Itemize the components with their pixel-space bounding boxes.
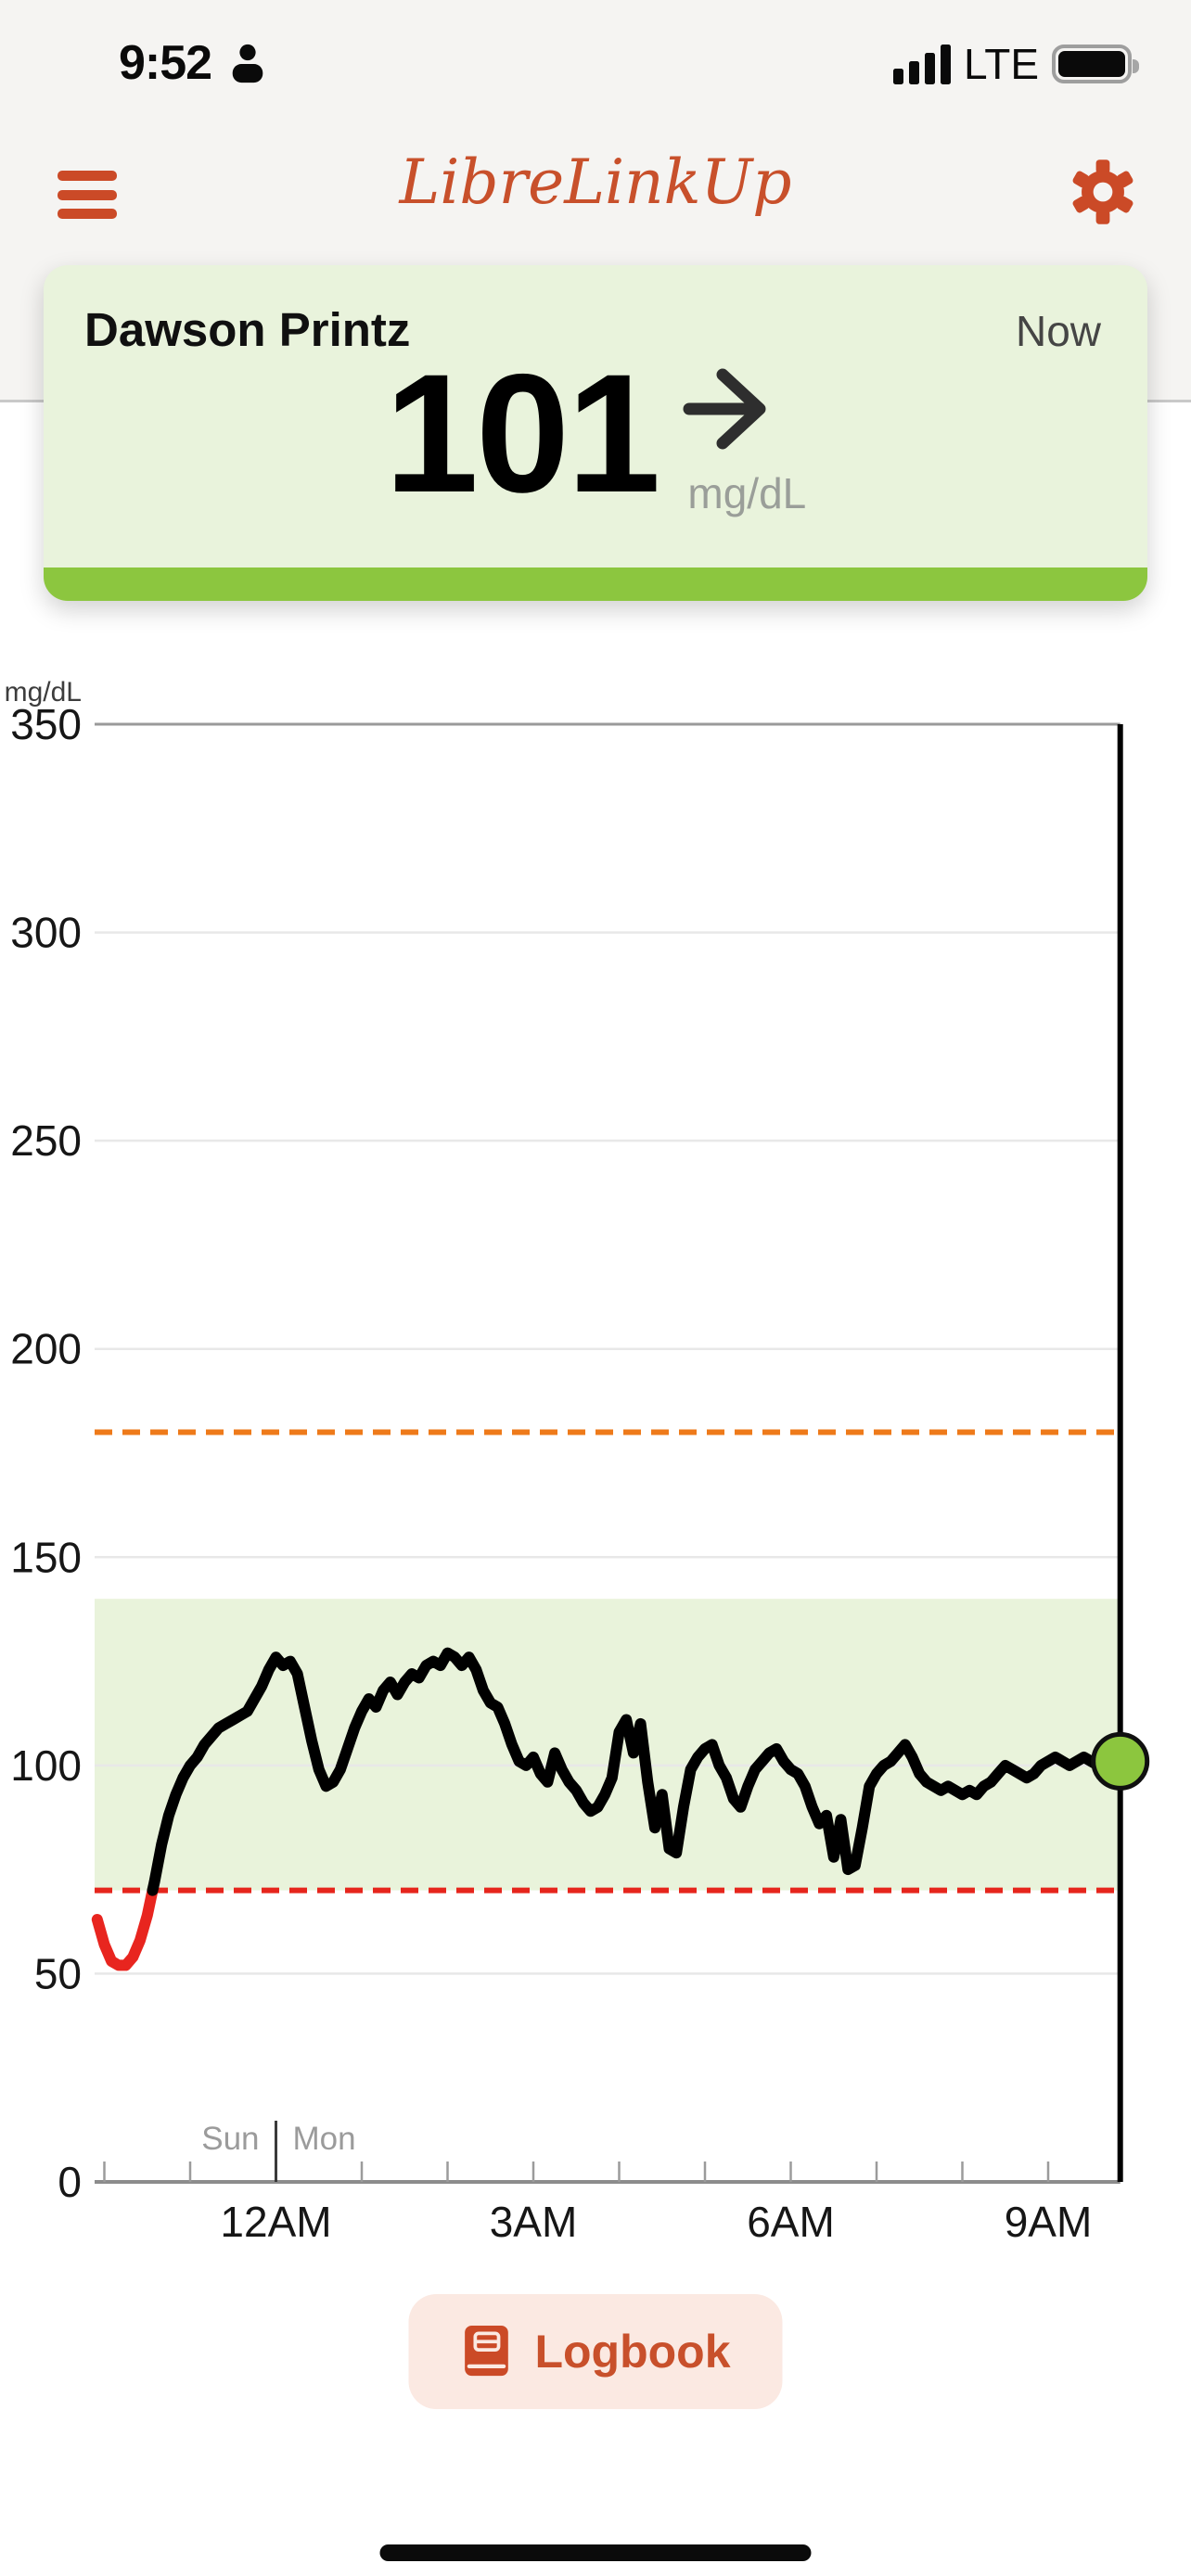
y-tick-label: 350 — [10, 700, 82, 748]
glucose-unit: mg/dL — [687, 469, 807, 517]
app-title: LibreLinkUp — [399, 147, 792, 218]
day-label-left: Sun — [201, 2121, 259, 2157]
x-tick-label: 6AM — [747, 2198, 835, 2246]
target-range-band — [95, 1599, 1121, 1891]
y-tick-label: 0 — [58, 2158, 82, 2206]
glucose-reading: 101 mg/dL — [44, 338, 1147, 528]
current-reading-marker — [1091, 1731, 1150, 1791]
status-bar: 9:52 LTE — [0, 35, 1191, 100]
day-label-right: Mon — [293, 2121, 356, 2157]
hamburger-icon — [58, 171, 117, 181]
book-icon — [465, 2326, 508, 2377]
glucose-value: 101 — [384, 338, 661, 528]
y-tick-label: 150 — [10, 1533, 82, 1581]
y-tick-label: 300 — [10, 909, 82, 957]
logbook-button[interactable]: Logbook — [408, 2294, 783, 2409]
x-tick-label: 12AM — [220, 2198, 331, 2246]
y-tick-label: 100 — [10, 1741, 82, 1790]
glucose-curve — [147, 1647, 1126, 1896]
app-header: LibreLinkUp — [0, 139, 1191, 260]
network-label: LTE — [964, 40, 1039, 88]
status-time: 9:52 — [119, 36, 212, 90]
y-axis-unit-label: mg/dL — [5, 677, 82, 708]
reading-time-label: Now — [1015, 307, 1101, 355]
y-tick-label: 50 — [34, 1949, 82, 1997]
y-tick-label: 250 — [10, 1116, 82, 1165]
menu-button[interactable] — [58, 171, 117, 219]
battery-icon — [1052, 45, 1139, 83]
patient-card[interactable]: Dawson Printz Now 101 mg/dL — [44, 265, 1147, 601]
trend-arrow-steady-icon — [683, 368, 766, 450]
person-icon — [232, 44, 263, 83]
home-indicator[interactable] — [379, 2544, 812, 2561]
settings-button[interactable] — [1069, 156, 1137, 230]
gear-icon — [1072, 159, 1133, 224]
in-range-status-strip — [44, 567, 1147, 601]
glucose-curve-low-segment — [91, 1884, 159, 1971]
x-tick-label: 3AM — [490, 2198, 578, 2246]
signal-bars-icon — [893, 44, 952, 84]
y-tick-label: 200 — [10, 1325, 82, 1373]
logbook-label: Logbook — [534, 2326, 731, 2378]
patient-name: Dawson Printz — [84, 303, 411, 356]
x-tick-label: 9AM — [1005, 2198, 1093, 2246]
